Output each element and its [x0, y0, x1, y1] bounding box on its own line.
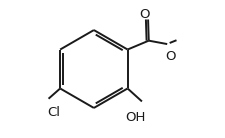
Text: OH: OH: [124, 111, 145, 124]
Text: O: O: [164, 50, 175, 63]
Text: O: O: [139, 8, 149, 21]
Text: Cl: Cl: [47, 107, 60, 120]
